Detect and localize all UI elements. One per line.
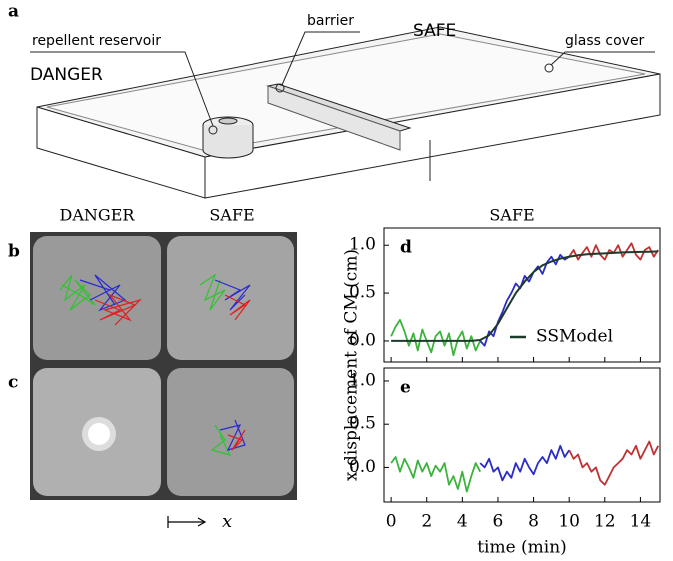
- diagram-label: DANGER: [30, 65, 103, 85]
- x-tick-label: 6: [493, 512, 504, 532]
- chart-title: SAFE: [489, 206, 534, 225]
- arena: [167, 368, 294, 496]
- photo-grid: [30, 232, 297, 500]
- x-tick-label: 2: [421, 512, 432, 532]
- model-line: [391, 251, 658, 341]
- x-direction-arrow: [168, 516, 205, 528]
- apparatus-diagram: [30, 27, 660, 198]
- panel-label: a: [8, 2, 19, 22]
- diagram-label: barrier: [307, 13, 354, 29]
- y-tick-label: 1.0: [349, 370, 376, 390]
- trajectory-line: [391, 457, 480, 492]
- column-title: DANGER: [60, 206, 136, 225]
- trajectory-line: [391, 320, 480, 355]
- panel-label: c: [8, 373, 18, 393]
- reservoir-wall: [203, 125, 253, 158]
- plot-frame: [384, 368, 660, 502]
- y-tick-label: 0.5: [349, 414, 376, 434]
- panel-label: d: [400, 238, 412, 258]
- trajectory-line: [480, 446, 569, 481]
- x-axis-label: time (min): [477, 538, 567, 558]
- x-tick-label: 4: [457, 512, 468, 532]
- arrow-label: x: [222, 511, 232, 532]
- panel-label: e: [400, 378, 411, 398]
- figure: a repellent reservoir barrier SAFE glass…: [0, 0, 673, 561]
- column-title: SAFE: [209, 206, 254, 225]
- x-tick-label: 8: [528, 512, 539, 532]
- diagram-label: repellent reservoir: [32, 33, 161, 49]
- diagram-label: SAFE: [413, 21, 456, 41]
- x-tick-label: 0: [386, 512, 397, 532]
- x-tick-label: 14: [630, 512, 652, 532]
- x-tick-label: 10: [558, 512, 580, 532]
- reservoir: [88, 423, 110, 445]
- y-axis-label: x-displacement of CM (cm): [342, 249, 362, 481]
- x-tick-label: 12: [594, 512, 616, 532]
- arena: [33, 236, 161, 360]
- trajectory-line: [569, 442, 658, 485]
- panel-label: b: [8, 242, 20, 262]
- y-tick-label: 0.0: [349, 457, 376, 477]
- legend-label: SSModel: [536, 327, 613, 347]
- reservoir-cap: [219, 118, 237, 124]
- diagram-label: glass cover: [565, 33, 645, 49]
